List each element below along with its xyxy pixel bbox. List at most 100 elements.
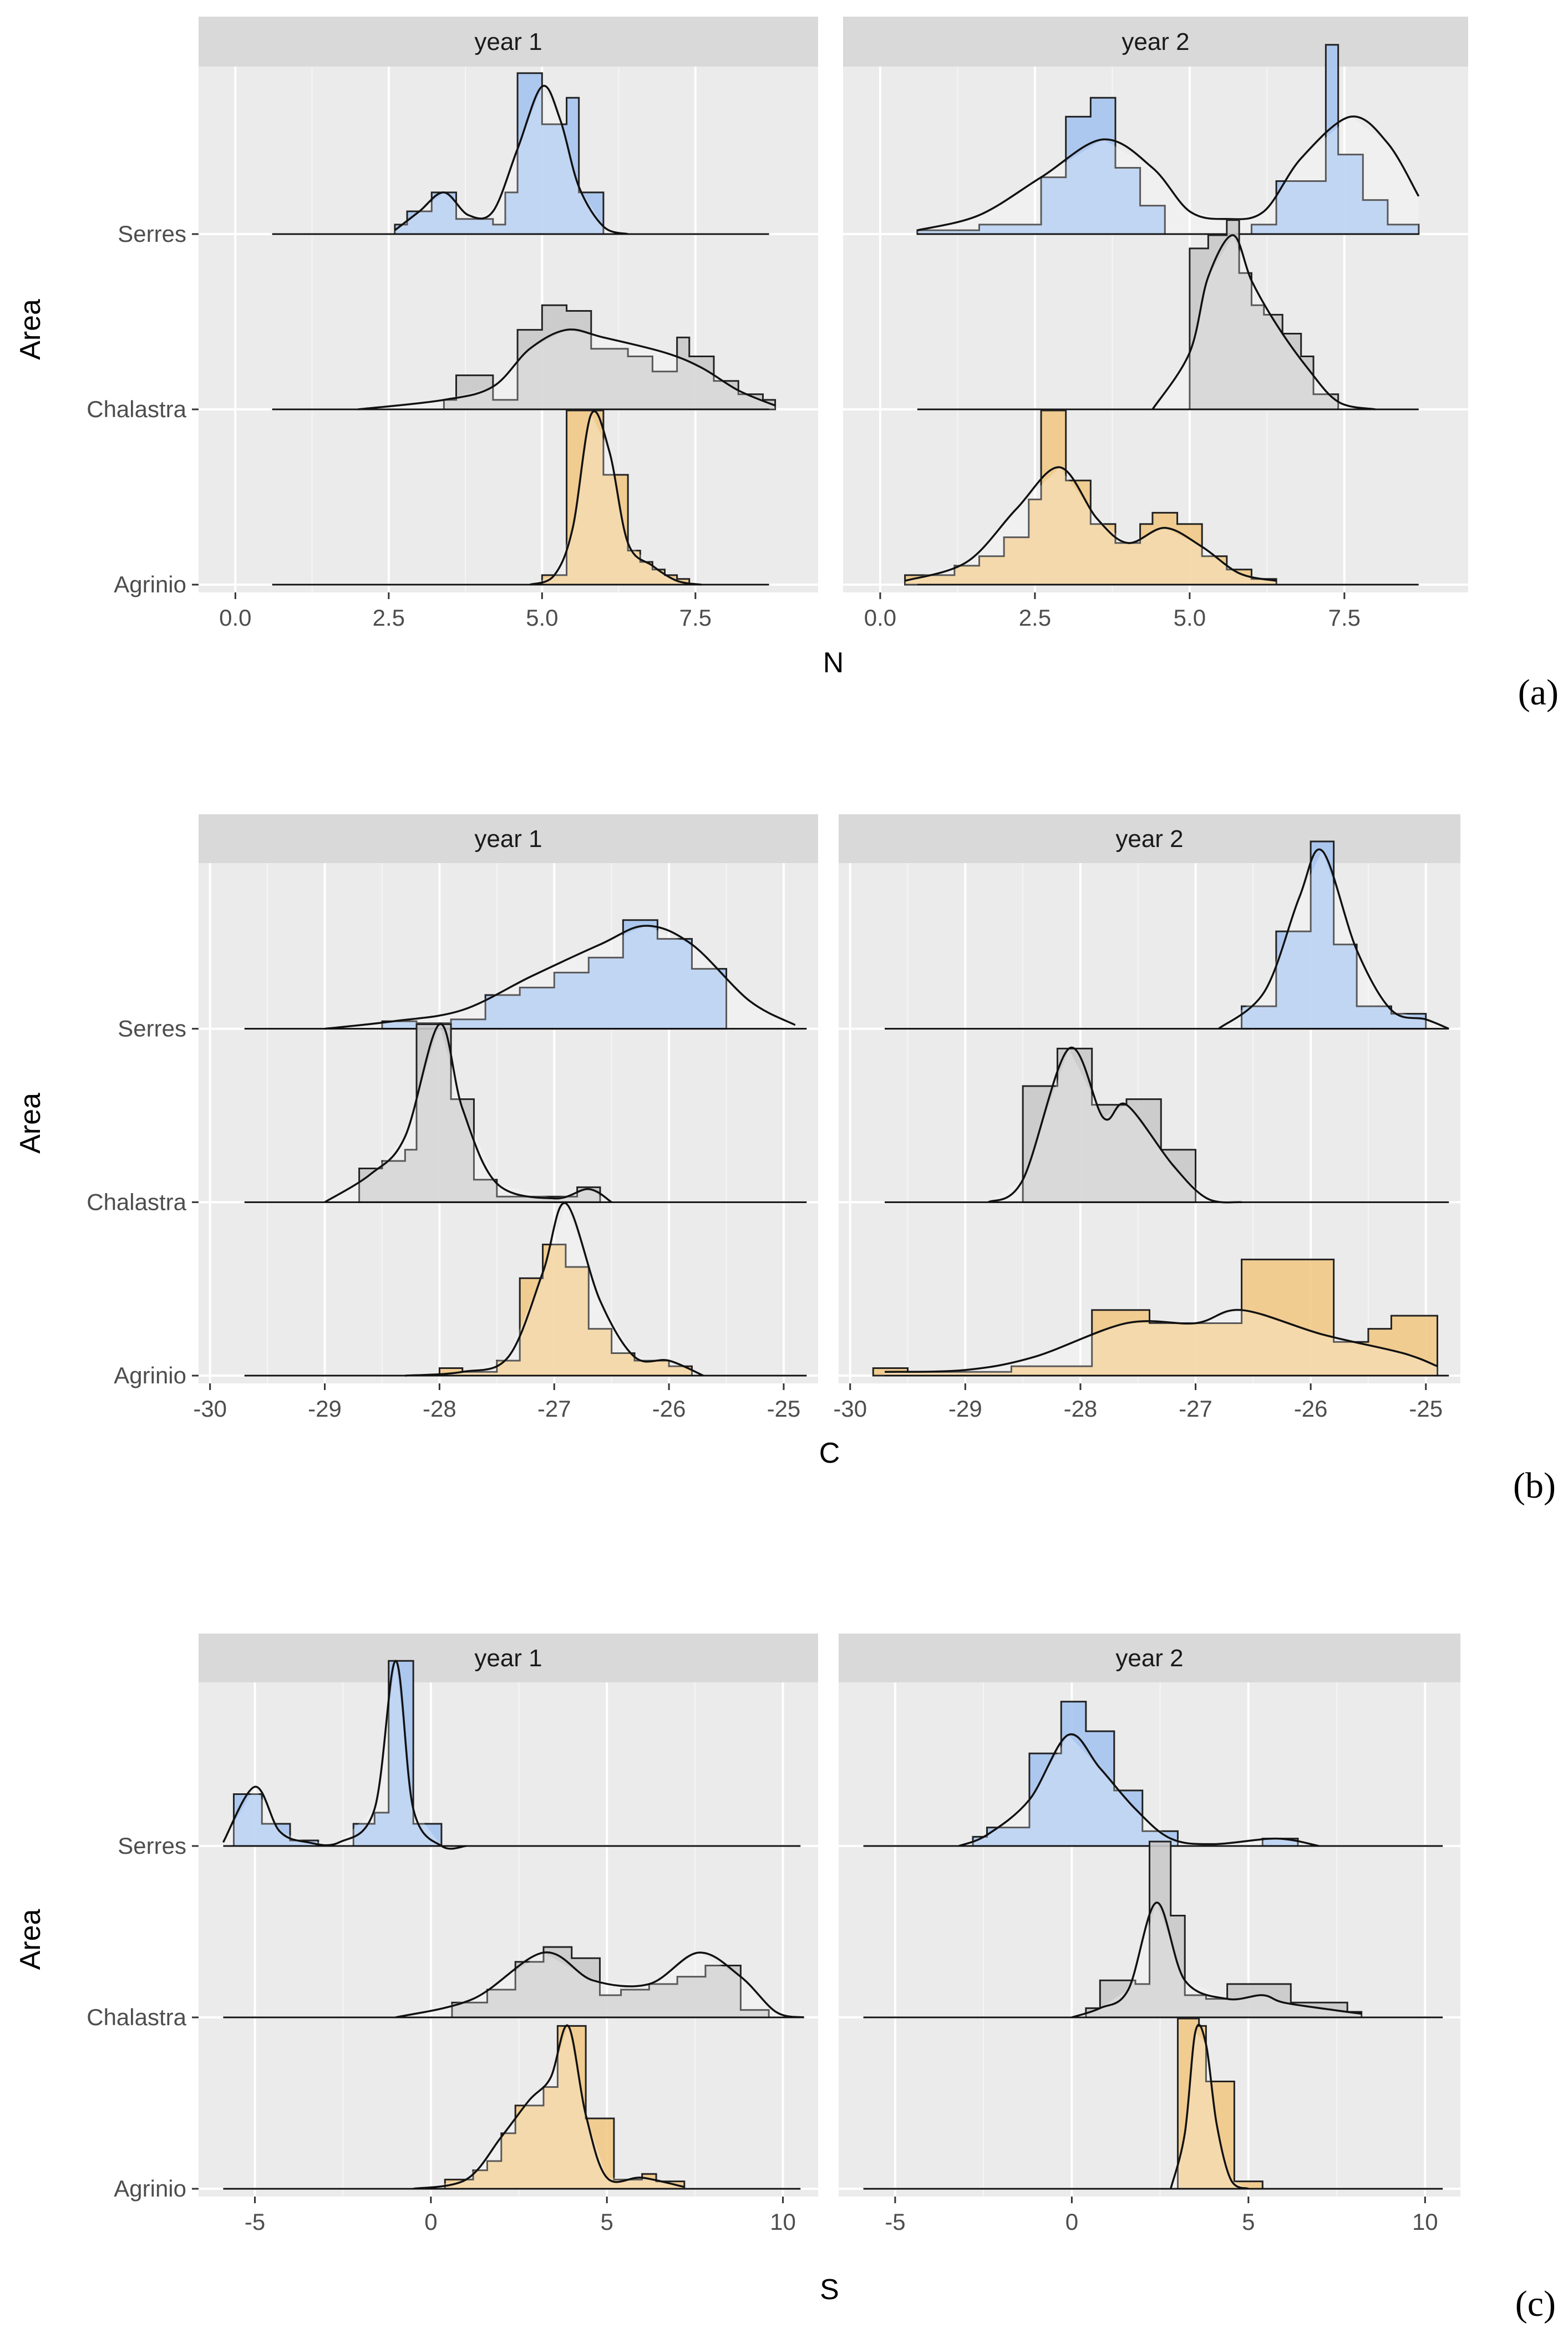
density-curve <box>395 1951 804 2019</box>
series-serres-year-2 <box>885 840 1449 1030</box>
y-tick-label: Agrinio <box>114 571 186 597</box>
density-curve <box>1170 2023 1249 2190</box>
facet-year-2: year 2 -5 0 5 10 <box>839 1634 1460 2235</box>
histogram-bars <box>872 1259 1438 1377</box>
density-curve <box>987 1046 1242 1204</box>
x-tick-label: -27 <box>1179 1396 1212 1422</box>
x-tick-label: 5.0 <box>526 605 558 631</box>
facet-strip <box>839 1634 1460 1682</box>
histogram-bars <box>451 1946 770 2019</box>
chart-panel-2: year 1 -30 -29 -28 -27 -26 -25 year 2 -30 -29 -28 -… <box>14 814 1556 1506</box>
y-tick-label: Chalastra <box>87 2004 186 2030</box>
density-area <box>394 86 628 234</box>
chart-panel-3: year 1 -5 0 5 10 year 2 -5 0 5 10 Serres Chalastra A… <box>14 1634 1556 2324</box>
facet-strip-label: year 2 <box>1115 1645 1183 1672</box>
facet-strip-label: year 2 <box>1115 825 1183 853</box>
series-serres-year-1 <box>222 1660 801 1850</box>
density-area <box>958 1735 1320 1846</box>
x-tick-label: 10 <box>1412 2209 1438 2235</box>
x-tick-label: 7.5 <box>679 605 712 631</box>
series-agrinio-year-2 <box>863 2017 1443 2190</box>
x-tick-label: 0 <box>1065 2209 1078 2235</box>
density-area <box>223 1661 466 1846</box>
density-curve <box>1217 848 1449 1030</box>
density-curve <box>394 84 628 235</box>
x-tick-label: 2.5 <box>373 605 405 631</box>
y-axis-title: Area <box>14 299 47 360</box>
x-tick-label: -25 <box>767 1396 801 1422</box>
density-area <box>917 116 1419 234</box>
x-tick-label: -25 <box>1409 1396 1443 1422</box>
x-tick-label: 5 <box>601 2209 613 2235</box>
y-axis-title: Area <box>14 1093 47 1154</box>
density-area <box>1170 2031 1249 2189</box>
x-tick-label: 2.5 <box>1019 605 1051 631</box>
y-tick-label: Agrinio <box>114 2175 186 2202</box>
series-chalastra-year-1 <box>272 304 777 410</box>
density-area <box>1219 850 1449 1029</box>
x-tick-label: -26 <box>652 1396 686 1422</box>
density-curve <box>1151 234 1376 410</box>
density-area <box>413 2026 684 2189</box>
panel-label: (b) <box>1513 1465 1556 1506</box>
y-tick-label: Serres <box>118 221 186 247</box>
chart-panel-1: year 1 0.0 2.5 5.0 7.5 year 2 0.0 2.5 5.0 7.5 Serr… <box>14 17 1559 713</box>
density-curve <box>917 115 1420 231</box>
histogram-bars <box>972 1701 1299 1847</box>
x-tick-label: -27 <box>537 1396 571 1422</box>
facet-strip <box>199 814 818 863</box>
density-curve <box>324 925 796 1030</box>
density-area <box>405 1203 704 1376</box>
x-tick-label: 5.0 <box>1174 605 1206 631</box>
y-tick-label: Agrinio <box>114 1362 186 1388</box>
x-tick-label: -30 <box>833 1396 867 1422</box>
series-chalastra-year-1 <box>223 1946 804 2019</box>
histogram-bars <box>232 1660 443 1847</box>
x-axis-title: N <box>823 647 844 679</box>
panel-background <box>199 1682 818 2197</box>
facet-year-2: year 2 0.0 2.5 5.0 7.5 <box>843 17 1468 631</box>
density-area <box>358 329 775 409</box>
facet-strip <box>199 17 818 67</box>
x-tick-label: -5 <box>885 2209 905 2235</box>
density-area <box>324 1024 612 1203</box>
x-tick-label: 0.0 <box>864 605 896 631</box>
x-tick-label: -29 <box>948 1396 982 1422</box>
x-tick-label: -28 <box>1064 1396 1098 1422</box>
facet-year-2: year 2 -30 -29 -28 -27 -26 -25 <box>833 814 1460 1422</box>
series-chalastra-year-2 <box>885 1046 1449 1204</box>
panel-background <box>199 67 818 592</box>
density-area <box>395 1952 804 2017</box>
density-curve <box>884 1309 1438 1373</box>
facet-year-1: year 1 0.0 2.5 5.0 7.5 <box>199 17 818 631</box>
series-agrinio-year-2 <box>904 409 1419 586</box>
x-tick-label: 0.0 <box>219 605 251 631</box>
series-agrinio-year-1 <box>244 1202 807 1377</box>
series-serres-year-2 <box>916 44 1420 235</box>
histogram-bars <box>381 919 728 1030</box>
x-tick-label: -29 <box>308 1396 342 1422</box>
density-area <box>1072 1903 1362 2017</box>
x-tick-label: 5 <box>1242 2209 1255 2235</box>
histogram-bars <box>1085 1840 1363 2019</box>
x-axis-title: S <box>820 2274 839 2306</box>
facet-strip-label: year 1 <box>474 1645 542 1672</box>
x-tick-label: -26 <box>1294 1396 1328 1422</box>
x-tick-label: 0 <box>424 2209 437 2235</box>
density-curve <box>1071 1901 1362 2019</box>
density-curve <box>905 466 1277 582</box>
series-agrinio-year-1 <box>272 409 769 586</box>
facet-strip <box>199 1634 818 1682</box>
facet-strip-label: year 1 <box>474 825 542 853</box>
density-curve <box>324 1023 612 1203</box>
panel-background <box>843 67 1468 592</box>
y-axis-title: Area <box>14 1909 47 1970</box>
histogram-bars <box>444 2025 686 2190</box>
x-tick-label: 10 <box>770 2209 796 2235</box>
x-tick-label: -30 <box>193 1396 227 1422</box>
y-tick-label: Serres <box>118 1016 186 1042</box>
facet-year-1: year 1 -5 0 5 10 <box>199 1634 818 2235</box>
facet-strip <box>839 814 1460 863</box>
histogram-bars <box>443 304 777 410</box>
